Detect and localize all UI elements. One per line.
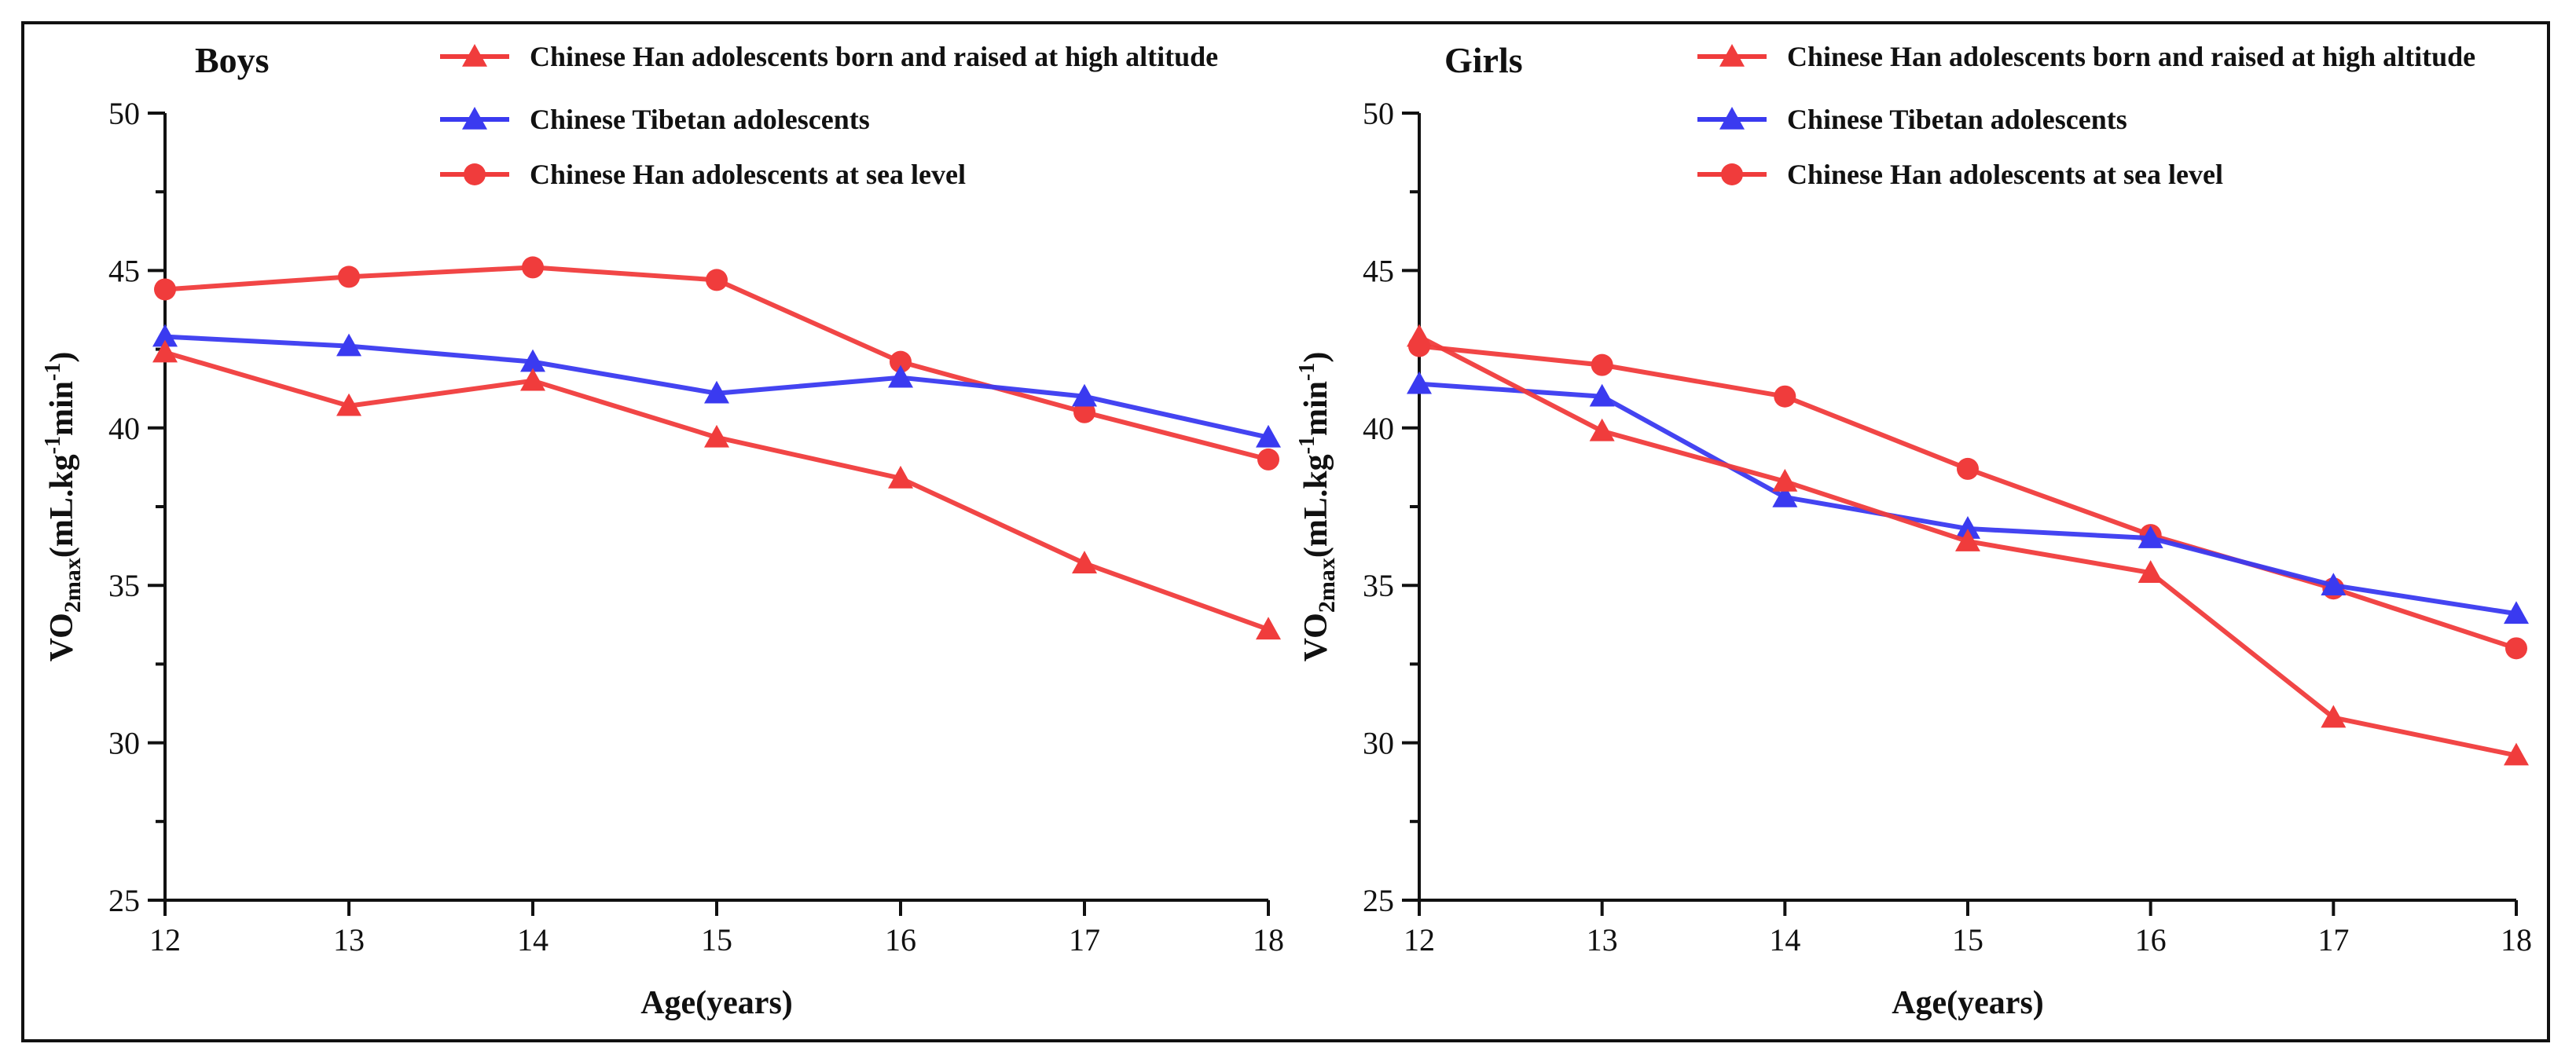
y-tick-label: 35	[1363, 568, 1394, 603]
y-axis-title: VO2max(mL.kg-1min-1)	[1295, 352, 1340, 662]
series-2	[1408, 335, 2527, 660]
data-point	[338, 266, 360, 288]
series-line	[1418, 381, 2517, 617]
data-point	[704, 380, 729, 404]
series-1	[152, 324, 1281, 448]
data-point	[152, 339, 178, 363]
x-tick-label: 18	[2501, 922, 2532, 958]
y-axis-title: VO2max(mL.kg-1min-1)	[41, 352, 86, 662]
data-point	[336, 393, 361, 416]
data-point	[706, 269, 728, 291]
data-point	[888, 364, 913, 388]
data-point	[2505, 637, 2527, 660]
y-tick-label: 50	[1363, 96, 1394, 131]
data-point	[1957, 457, 1979, 480]
data-point	[520, 368, 545, 391]
legend-marker	[462, 107, 487, 130]
x-tick-label: 18	[1253, 922, 1284, 958]
chart-title: Boys	[195, 40, 270, 80]
x-tick-label: 16	[2135, 922, 2167, 958]
legend-marker	[462, 44, 487, 67]
y-tick-label: 45	[108, 253, 140, 288]
data-point	[1257, 448, 1279, 471]
data-point	[152, 324, 178, 347]
x-tick-label: 13	[333, 922, 365, 958]
y-tick-label: 25	[1363, 883, 1394, 918]
x-axis-title: Age(years)	[1892, 985, 2044, 1021]
data-point	[1073, 401, 1095, 423]
series-line	[1418, 343, 2517, 651]
legend-marker	[1719, 44, 1745, 67]
data-point	[888, 465, 913, 489]
series-2	[154, 256, 1279, 471]
y-tick-label: 30	[1363, 726, 1394, 761]
data-point	[336, 333, 361, 357]
y-tick-label: 45	[1363, 253, 1394, 288]
y-tick-label: 35	[108, 568, 140, 603]
legend-label: Chinese Han adolescents at sea level	[530, 159, 966, 190]
figure-frame	[21, 21, 2550, 1042]
data-point	[1774, 385, 1796, 408]
legend-marker	[1719, 107, 1745, 130]
data-point	[2504, 742, 2529, 766]
series-1	[1407, 371, 2529, 624]
legend-marker	[464, 163, 486, 185]
y-tick-label: 25	[108, 883, 140, 918]
data-point	[522, 256, 544, 279]
data-point	[1256, 424, 1281, 448]
data-point	[154, 278, 176, 301]
series-0	[1407, 324, 2529, 766]
x-tick-label: 15	[701, 922, 732, 958]
data-point	[1589, 418, 1615, 441]
y-tick-label: 50	[108, 96, 140, 131]
data-point	[1589, 383, 1615, 407]
x-tick-label: 13	[1587, 922, 1618, 958]
legend: Chinese Han adolescents born and raised …	[1697, 41, 2475, 190]
data-point	[1955, 516, 1980, 539]
series-0	[152, 339, 1281, 640]
data-point	[1407, 371, 1432, 394]
y-tick-label: 30	[108, 726, 140, 761]
legend-label: Chinese Han adolescents born and raised …	[530, 41, 1218, 72]
data-point	[1072, 383, 1097, 407]
legend-label: Chinese Han adolescents at sea level	[1787, 159, 2223, 190]
data-point	[704, 424, 729, 448]
data-point	[520, 349, 545, 372]
data-point	[1772, 484, 1798, 507]
data-point	[1256, 617, 1281, 640]
y-tick-label: 40	[1363, 411, 1394, 446]
x-tick-label: 14	[517, 922, 549, 958]
legend-marker	[1721, 163, 1743, 185]
data-point	[1591, 353, 1613, 376]
legend: Chinese Han adolescents born and raised …	[440, 41, 1218, 190]
y-tick-label: 40	[108, 411, 140, 446]
x-tick-label: 16	[885, 922, 916, 958]
data-point	[1072, 551, 1097, 573]
chart-panel-girls: 25 30 35 40 45 50 12 13 14 15 16 17 18 Girls Age(years…	[1295, 40, 2532, 1021]
data-point	[2137, 560, 2163, 583]
data-point	[2321, 705, 2347, 728]
data-point	[1407, 324, 1432, 347]
data-point	[2504, 601, 2529, 624]
x-tick-label: 12	[149, 922, 181, 958]
data-point	[890, 350, 912, 373]
x-tick-label: 15	[1952, 922, 1983, 958]
legend-label: Chinese Tibetan adolescents	[530, 104, 870, 135]
data-point	[1772, 468, 1798, 492]
data-point	[2321, 573, 2347, 595]
x-axis-title: Age(years)	[640, 985, 793, 1021]
x-tick-label: 12	[1404, 922, 1435, 958]
x-tick-label: 14	[1769, 922, 1800, 958]
chart-title: Girls	[1444, 40, 1523, 80]
legend-label: Chinese Tibetan adolescents	[1787, 104, 2127, 135]
data-point	[1955, 529, 1980, 551]
chart-panel-boys: 25 30 35 40 45 50 12 13 14 15 16 17 18 Boys Age(years)…	[41, 40, 1284, 1021]
x-tick-label: 17	[1069, 922, 1100, 958]
data-point	[2137, 526, 2163, 548]
legend-label: Chinese Han adolescents born and raised …	[1787, 41, 2475, 72]
x-tick-label: 17	[2317, 922, 2349, 958]
